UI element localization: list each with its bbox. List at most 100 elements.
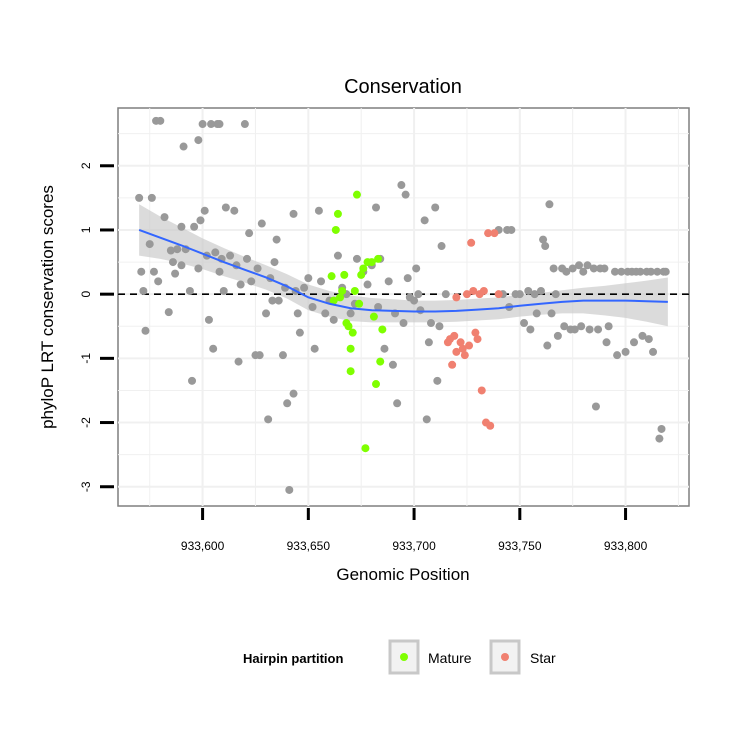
- data-point-other: [591, 402, 600, 411]
- data-point-mature: [359, 264, 368, 273]
- data-point-other: [410, 296, 419, 305]
- data-point-star: [467, 238, 476, 247]
- data-point-other: [289, 209, 298, 218]
- data-point-other: [177, 261, 186, 270]
- data-point-mature: [372, 380, 381, 389]
- data-point-star: [484, 229, 493, 238]
- data-point-other: [333, 251, 342, 260]
- data-point-other: [226, 251, 235, 260]
- data-point-star: [490, 229, 499, 238]
- data-point-other: [403, 274, 412, 283]
- data-point-other: [604, 322, 613, 331]
- data-point-other: [304, 274, 313, 283]
- data-point-other: [543, 341, 552, 350]
- data-point-other: [234, 357, 243, 366]
- x-tick-label: 933,650: [287, 539, 331, 553]
- data-point-star: [465, 341, 474, 350]
- data-point-other: [270, 258, 279, 267]
- plot-panel: [117, 107, 690, 507]
- data-point-other: [653, 267, 662, 276]
- data-point-other: [185, 286, 194, 295]
- data-point-other: [433, 376, 442, 385]
- data-point-other: [215, 120, 224, 129]
- data-point-star: [448, 360, 457, 369]
- data-point-other: [524, 286, 533, 295]
- data-point-star: [460, 351, 469, 360]
- data-point-other: [283, 399, 292, 408]
- legend-title: Hairpin partition: [243, 651, 343, 666]
- data-point-other: [374, 303, 383, 311]
- data-point-star: [494, 290, 503, 299]
- data-point-mature: [344, 322, 353, 331]
- data-point-other: [245, 229, 254, 238]
- data-point-other: [166, 246, 175, 255]
- data-point-other: [617, 267, 626, 276]
- data-point-other: [431, 203, 440, 212]
- legend-label-star: Star: [530, 650, 556, 666]
- data-point-other: [168, 258, 177, 267]
- data-point-other: [426, 319, 435, 328]
- data-point-other: [293, 309, 302, 318]
- data-point-other: [200, 206, 209, 215]
- y-tick-label: -3: [79, 481, 93, 492]
- data-point-other: [551, 290, 560, 299]
- y-tick-label: 1: [79, 226, 93, 233]
- data-point-other: [621, 347, 630, 356]
- data-point-other: [240, 120, 249, 129]
- y-tick-label: -2: [79, 417, 93, 428]
- data-point-other: [547, 309, 556, 318]
- data-point-mature: [338, 286, 347, 295]
- data-point-mature: [348, 328, 357, 337]
- legend: Hairpin partition Mature Star: [243, 639, 556, 675]
- data-point-other: [209, 344, 218, 353]
- data-point-other: [422, 415, 431, 424]
- data-point-star: [471, 328, 480, 337]
- data-point-other: [262, 309, 271, 318]
- data-point-other: [441, 290, 450, 299]
- data-point-other: [655, 434, 664, 443]
- data-point-other: [154, 277, 163, 286]
- data-point-other: [579, 267, 588, 276]
- y-tick-label: -1: [79, 353, 93, 364]
- data-point-mature: [329, 296, 338, 305]
- x-tick-label: 933,800: [604, 539, 648, 553]
- data-point-other: [236, 280, 245, 289]
- data-point-other: [589, 264, 598, 273]
- data-point-mature: [350, 286, 359, 295]
- data-point-star: [479, 286, 488, 295]
- data-point-other: [321, 309, 330, 318]
- data-point-other: [149, 267, 158, 276]
- data-point-other: [530, 290, 539, 299]
- data-point-other: [384, 277, 393, 286]
- data-point-other: [577, 322, 586, 331]
- x-axis: 933,600 933,650 933,700 933,750 933,800: [181, 508, 648, 553]
- data-point-star: [477, 386, 486, 395]
- data-point-mature: [376, 357, 385, 366]
- data-point-other: [424, 338, 433, 347]
- data-point-other: [141, 326, 150, 335]
- chart-title: Conservation: [344, 76, 462, 98]
- data-point-other: [257, 219, 266, 228]
- data-point-other: [437, 242, 446, 251]
- x-axis-title: Genomic Position: [336, 565, 469, 584]
- data-point-other: [274, 296, 283, 305]
- data-point-other: [636, 267, 645, 276]
- data-point-other: [147, 193, 156, 202]
- data-point-other: [188, 376, 197, 385]
- data-point-other: [602, 338, 611, 347]
- data-point-mature: [346, 344, 355, 353]
- data-point-other: [346, 309, 355, 318]
- data-point-other: [160, 213, 169, 222]
- data-point-other: [412, 264, 421, 273]
- data-point-other: [435, 322, 444, 331]
- data-point-other: [198, 120, 207, 129]
- data-point-other: [562, 267, 571, 276]
- data-point-other: [215, 267, 224, 276]
- data-point-other: [539, 235, 548, 244]
- y-tick-label: 0: [79, 291, 93, 298]
- data-point-other: [243, 254, 252, 263]
- data-point-other: [414, 290, 423, 299]
- legend-marker-star: [501, 653, 509, 661]
- y-tick-label: 2: [79, 162, 93, 169]
- data-point-other: [420, 216, 429, 225]
